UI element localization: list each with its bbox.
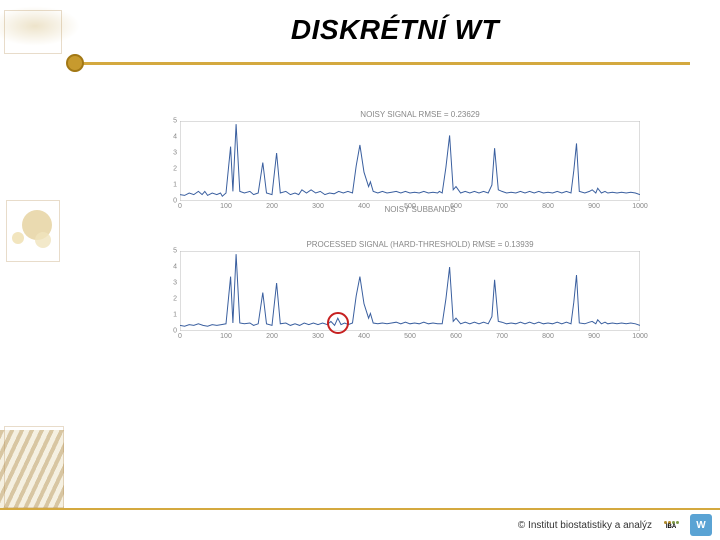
xtick: 900	[588, 203, 600, 210]
xtick: 800	[542, 203, 554, 210]
xtick: 600	[450, 203, 462, 210]
sidebar-decorations	[0, 0, 70, 540]
decor-frame-bot	[4, 426, 64, 508]
xtick: 0	[178, 333, 182, 340]
decor-frame-mid	[6, 200, 60, 262]
ytick: 4	[173, 264, 177, 271]
chart2-svg	[180, 251, 640, 331]
title-bullet-icon	[66, 54, 84, 72]
ytick: 1	[173, 312, 177, 319]
highlight-circle	[327, 312, 349, 334]
xtick: 700	[496, 203, 508, 210]
xtick: 200	[266, 333, 278, 340]
ytick: 4	[173, 134, 177, 141]
main-area: DISKRÉTNÍ WT NOISY SIGNAL RMSE = 0.23629…	[70, 0, 720, 540]
xtick: 100	[220, 333, 232, 340]
chart1-svg	[180, 121, 640, 201]
charts-area: NOISY SIGNAL RMSE = 0.23629 012345010020…	[180, 110, 660, 331]
xtick: 700	[496, 333, 508, 340]
page-title: DISKRÉTNÍ WT	[70, 0, 720, 46]
chart1: 01234501002003004005006007008009001000	[180, 121, 640, 201]
title-rule	[70, 62, 690, 65]
ytick: 2	[173, 166, 177, 173]
decor-frame-top	[4, 10, 62, 54]
footer-text: © Institut biostatistiky a analýz	[518, 520, 652, 531]
xtick: 800	[542, 333, 554, 340]
xtick: 300	[312, 203, 324, 210]
mu-logo-icon: W	[690, 514, 712, 536]
chart2: 01234501002003004005006007008009001000	[180, 251, 640, 331]
ytick: 1	[173, 182, 177, 189]
ytick: 2	[173, 296, 177, 303]
xtick: 200	[266, 203, 278, 210]
xtick: 500	[404, 203, 416, 210]
iba-logo-icon: IBA	[660, 514, 682, 536]
ytick: 3	[173, 150, 177, 157]
chart1-title: NOISY SIGNAL RMSE = 0.23629	[180, 110, 660, 119]
xtick: 100	[220, 203, 232, 210]
xtick: 1000	[632, 333, 648, 340]
xtick: 300	[312, 333, 324, 340]
xtick: 400	[358, 203, 370, 210]
ytick: 0	[173, 198, 177, 205]
footer: © Institut biostatistiky a analýz IBA W	[0, 508, 720, 540]
xtick: 600	[450, 333, 462, 340]
chart2-title: PROCESSED SIGNAL (HARD-THRESHOLD) RMSE =…	[180, 240, 660, 249]
xtick: 0	[178, 203, 182, 210]
iba-logo-text: IBA	[666, 524, 676, 530]
ytick: 0	[173, 328, 177, 335]
ytick: 5	[173, 118, 177, 125]
ytick: 3	[173, 280, 177, 287]
xtick: 1000	[632, 203, 648, 210]
ytick: 5	[173, 248, 177, 255]
xtick: 400	[358, 333, 370, 340]
xtick: 500	[404, 333, 416, 340]
xtick: 900	[588, 333, 600, 340]
